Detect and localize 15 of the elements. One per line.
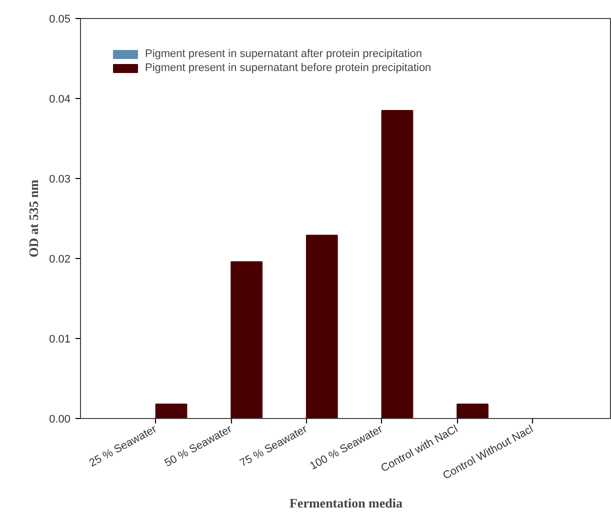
bar <box>155 404 188 418</box>
y-tick-label: 0.01 <box>49 334 71 346</box>
y-tick-label: 0.05 <box>49 14 71 26</box>
y-tick-label: 0.03 <box>49 174 71 186</box>
y-axis-title: OD at 535 nm <box>26 180 42 258</box>
legend-label: Pigment present in supernatant before protein precipitation <box>145 62 432 74</box>
bar <box>456 404 488 418</box>
y-tick-label: 0.00 <box>49 414 71 426</box>
legend-label: Pigment present in supernatant after protein precipitation <box>145 48 422 60</box>
bar <box>381 110 414 418</box>
x-axis-title: Fermentation media <box>290 495 403 510</box>
y-tick-label: 0.02 <box>49 254 71 266</box>
y-tick-label: 0.04 <box>49 94 71 106</box>
bar <box>230 261 263 418</box>
bar <box>306 234 338 418</box>
